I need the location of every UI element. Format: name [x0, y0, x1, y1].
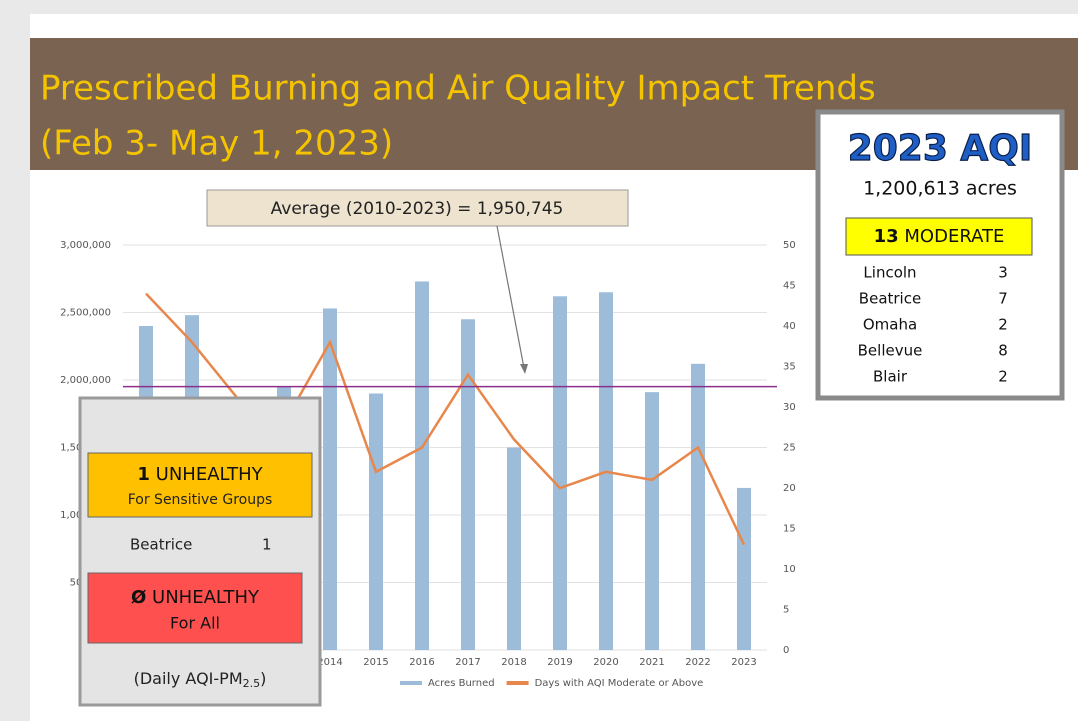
aqi-note: (Daily AQI-PM2.5) — [134, 669, 267, 691]
x-tick-label: 2023 — [731, 657, 756, 668]
callout-arrow — [496, 225, 525, 369]
city-name: Lincoln — [863, 264, 916, 282]
moderate-box — [845, 217, 1033, 256]
bar — [645, 392, 659, 650]
title: Prescribed Burning and Air Quality Impac… — [40, 69, 876, 109]
note-sub: 2.5 — [243, 677, 261, 690]
bar — [323, 308, 337, 650]
bar — [461, 319, 475, 650]
unhealthy: Ø UNHEALTHY — [131, 587, 260, 608]
city-name: Bellevue — [858, 342, 923, 360]
sensitive: 1 UNHEALTHY — [137, 464, 263, 485]
y2-tick-label: 40 — [783, 321, 796, 332]
arrow-head — [520, 364, 528, 374]
aqi-heading: 2023 AQI — [848, 128, 1033, 169]
city-count: 8 — [998, 342, 1008, 360]
y2-tick-label: 5 — [783, 605, 789, 616]
callout-box — [206, 189, 629, 227]
city-name: Beatrice — [859, 290, 921, 308]
unhealthy-count: Ø — [131, 587, 146, 608]
x-tick-label: 2020 — [593, 657, 618, 668]
y2-tick-label: 25 — [783, 443, 796, 454]
y-tick-label: 2,500,000 — [60, 308, 111, 319]
aqi-acres: 1,200,613 acres — [863, 178, 1017, 200]
legend-swatch — [506, 681, 529, 685]
x-tick-label: 2022 — [685, 657, 710, 668]
bar — [737, 487, 751, 650]
x-tick-label: 2015 — [363, 657, 388, 668]
bar — [691, 363, 705, 650]
x-tick-label: 2017 — [455, 657, 480, 668]
city-name: Omaha — [863, 316, 917, 334]
unhealthy-box — [87, 572, 303, 644]
y2-tick-label: 45 — [783, 281, 796, 292]
sensitive-box — [87, 452, 313, 518]
x-tick-label: 2021 — [639, 657, 664, 668]
aqi-panel-continued — [78, 396, 322, 707]
x-tick-label: 2016 — [409, 657, 434, 668]
city-name: Beatrice — [130, 536, 192, 554]
callout: Average (2010-2023) = 1,950,745 — [271, 199, 564, 219]
y-tick-label: 2,000,000 — [60, 375, 111, 386]
city-name: Blair — [873, 368, 908, 386]
y2-tick-label: 50 — [783, 240, 796, 251]
bar — [369, 393, 383, 650]
note-end: ) — [260, 669, 266, 688]
y2-tick-label: 0 — [783, 645, 789, 656]
y2-tick-label: 30 — [783, 402, 796, 413]
note-text: (Daily AQI-PM — [134, 669, 243, 688]
city-count: 3 — [998, 264, 1008, 282]
y2-tick-label: 15 — [783, 524, 796, 535]
bar — [507, 447, 521, 650]
y2-tick-label: 35 — [783, 362, 796, 373]
x-tick-label: 2014 — [317, 657, 342, 668]
bar — [415, 281, 429, 650]
city-count: 2 — [998, 316, 1008, 334]
city-count: 1 — [262, 536, 272, 554]
title: (Feb 3- May 1, 2023) — [40, 124, 393, 164]
city-count: 7 — [998, 290, 1008, 308]
moderate-label: MODERATE — [904, 226, 1004, 247]
unhealthy-sub: For All — [170, 614, 220, 633]
legend-label: Acres Burned — [428, 678, 495, 689]
x-tick-label: 2018 — [501, 657, 526, 668]
city-count: 2 — [998, 368, 1008, 386]
sensitive-count: 1 — [137, 464, 150, 485]
y-tick-label: 3,000,000 — [60, 240, 111, 251]
moderate: 13 MODERATE — [874, 226, 1005, 247]
bar — [553, 296, 567, 650]
sensitive-label: UNHEALTHY — [156, 464, 264, 485]
moderate-count: 13 — [874, 226, 899, 247]
city-list: Lincoln 3 Beatrice 7 Omaha 2 Bellevue 8 Blair 2 — [858, 264, 1008, 386]
y2-tick-label: 10 — [783, 564, 796, 575]
y2-tick-label: 20 — [783, 483, 796, 494]
sensitive-sub: For Sensitive Groups — [128, 492, 273, 508]
legend-swatch — [400, 681, 422, 685]
legend-label: Days with AQI Moderate or Above — [535, 678, 704, 689]
x-tick-label: 2019 — [547, 657, 572, 668]
unhealthy-label: UNHEALTHY — [152, 587, 260, 608]
